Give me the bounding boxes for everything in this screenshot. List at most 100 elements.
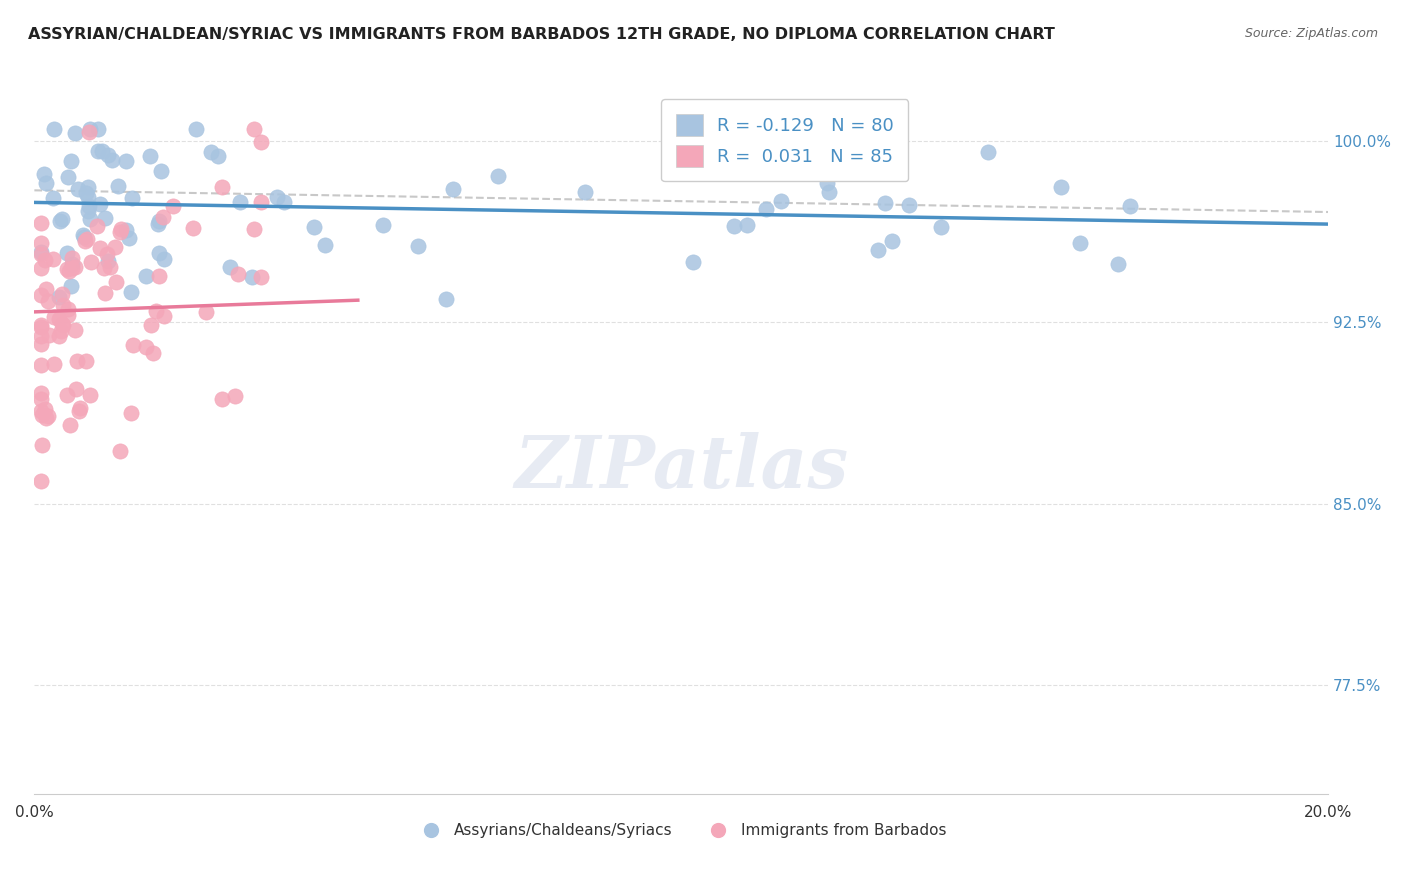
Point xyxy=(1119,199,1142,213)
Point xyxy=(56,245,79,260)
Point xyxy=(63,324,86,338)
Point xyxy=(75,234,97,248)
Point xyxy=(59,279,82,293)
Point xyxy=(34,402,56,417)
Point xyxy=(120,406,142,420)
Point xyxy=(406,239,429,253)
Point xyxy=(723,219,745,234)
Point xyxy=(145,303,167,318)
Point xyxy=(35,176,58,190)
Point xyxy=(118,231,141,245)
Point xyxy=(150,164,173,178)
Point xyxy=(48,290,70,304)
Point xyxy=(737,218,759,232)
Point xyxy=(142,346,165,360)
Point xyxy=(931,219,953,234)
Point xyxy=(218,260,240,274)
Point xyxy=(60,257,83,271)
Point xyxy=(58,302,80,317)
Point xyxy=(77,190,100,204)
Point xyxy=(115,223,138,237)
Point xyxy=(89,241,111,255)
Point xyxy=(80,255,103,269)
Point xyxy=(30,247,52,261)
Point xyxy=(228,268,250,282)
Point xyxy=(30,475,52,489)
Point xyxy=(101,153,124,168)
Point xyxy=(108,225,131,239)
Point xyxy=(240,270,263,285)
Point xyxy=(977,145,1000,160)
Point xyxy=(104,276,127,290)
Point xyxy=(49,324,72,338)
Point xyxy=(77,125,100,139)
Point xyxy=(67,404,90,418)
Point xyxy=(56,262,79,277)
Point xyxy=(790,138,813,153)
Point xyxy=(52,298,75,312)
Point xyxy=(38,328,60,343)
Point xyxy=(194,305,217,319)
Point xyxy=(94,211,117,225)
Point xyxy=(207,149,229,163)
Point xyxy=(148,246,170,260)
Point xyxy=(211,180,233,194)
Point xyxy=(72,228,94,243)
Point xyxy=(486,169,509,183)
Point xyxy=(48,214,70,228)
Text: ASSYRIAN/CHALDEAN/SYRIAC VS IMMIGRANTS FROM BARBADOS 12TH GRADE, NO DIPLOMA CORR: ASSYRIAN/CHALDEAN/SYRIAC VS IMMIGRANTS F… xyxy=(28,27,1054,42)
Point xyxy=(249,269,271,284)
Point xyxy=(139,148,162,162)
Point xyxy=(104,240,127,254)
Point xyxy=(815,176,838,190)
Point xyxy=(35,411,58,425)
Point xyxy=(89,197,111,211)
Point xyxy=(51,317,73,331)
Point xyxy=(108,443,131,458)
Point xyxy=(87,122,110,136)
Point xyxy=(200,145,222,159)
Point xyxy=(152,210,174,224)
Point xyxy=(30,358,52,372)
Point xyxy=(34,253,56,268)
Point xyxy=(60,251,83,265)
Point xyxy=(37,293,59,308)
Point xyxy=(120,285,142,299)
Point xyxy=(75,186,97,200)
Point xyxy=(148,214,170,228)
Point xyxy=(86,219,108,233)
Point xyxy=(1050,179,1073,194)
Point xyxy=(314,237,336,252)
Point xyxy=(897,198,920,212)
Point xyxy=(79,211,101,226)
Point xyxy=(66,181,89,195)
Point xyxy=(682,255,704,269)
Point xyxy=(110,221,132,235)
Point xyxy=(56,308,79,322)
Point xyxy=(30,318,52,333)
Point xyxy=(30,328,52,343)
Point xyxy=(122,338,145,352)
Point xyxy=(51,212,73,227)
Point xyxy=(148,269,170,284)
Point xyxy=(30,385,52,400)
Point xyxy=(97,253,120,268)
Point xyxy=(228,195,250,210)
Point xyxy=(48,311,70,326)
Point xyxy=(249,135,271,149)
Point xyxy=(153,252,176,267)
Point xyxy=(1069,236,1091,251)
Point xyxy=(69,401,91,416)
Point xyxy=(211,392,233,406)
Point xyxy=(91,145,114,159)
Point xyxy=(44,310,66,324)
Point xyxy=(181,220,204,235)
Point xyxy=(121,191,143,205)
Point xyxy=(42,252,65,267)
Point xyxy=(98,260,121,274)
Point xyxy=(79,122,101,136)
Point xyxy=(52,318,75,332)
Point xyxy=(97,148,120,162)
Point xyxy=(77,179,100,194)
Point xyxy=(76,203,98,218)
